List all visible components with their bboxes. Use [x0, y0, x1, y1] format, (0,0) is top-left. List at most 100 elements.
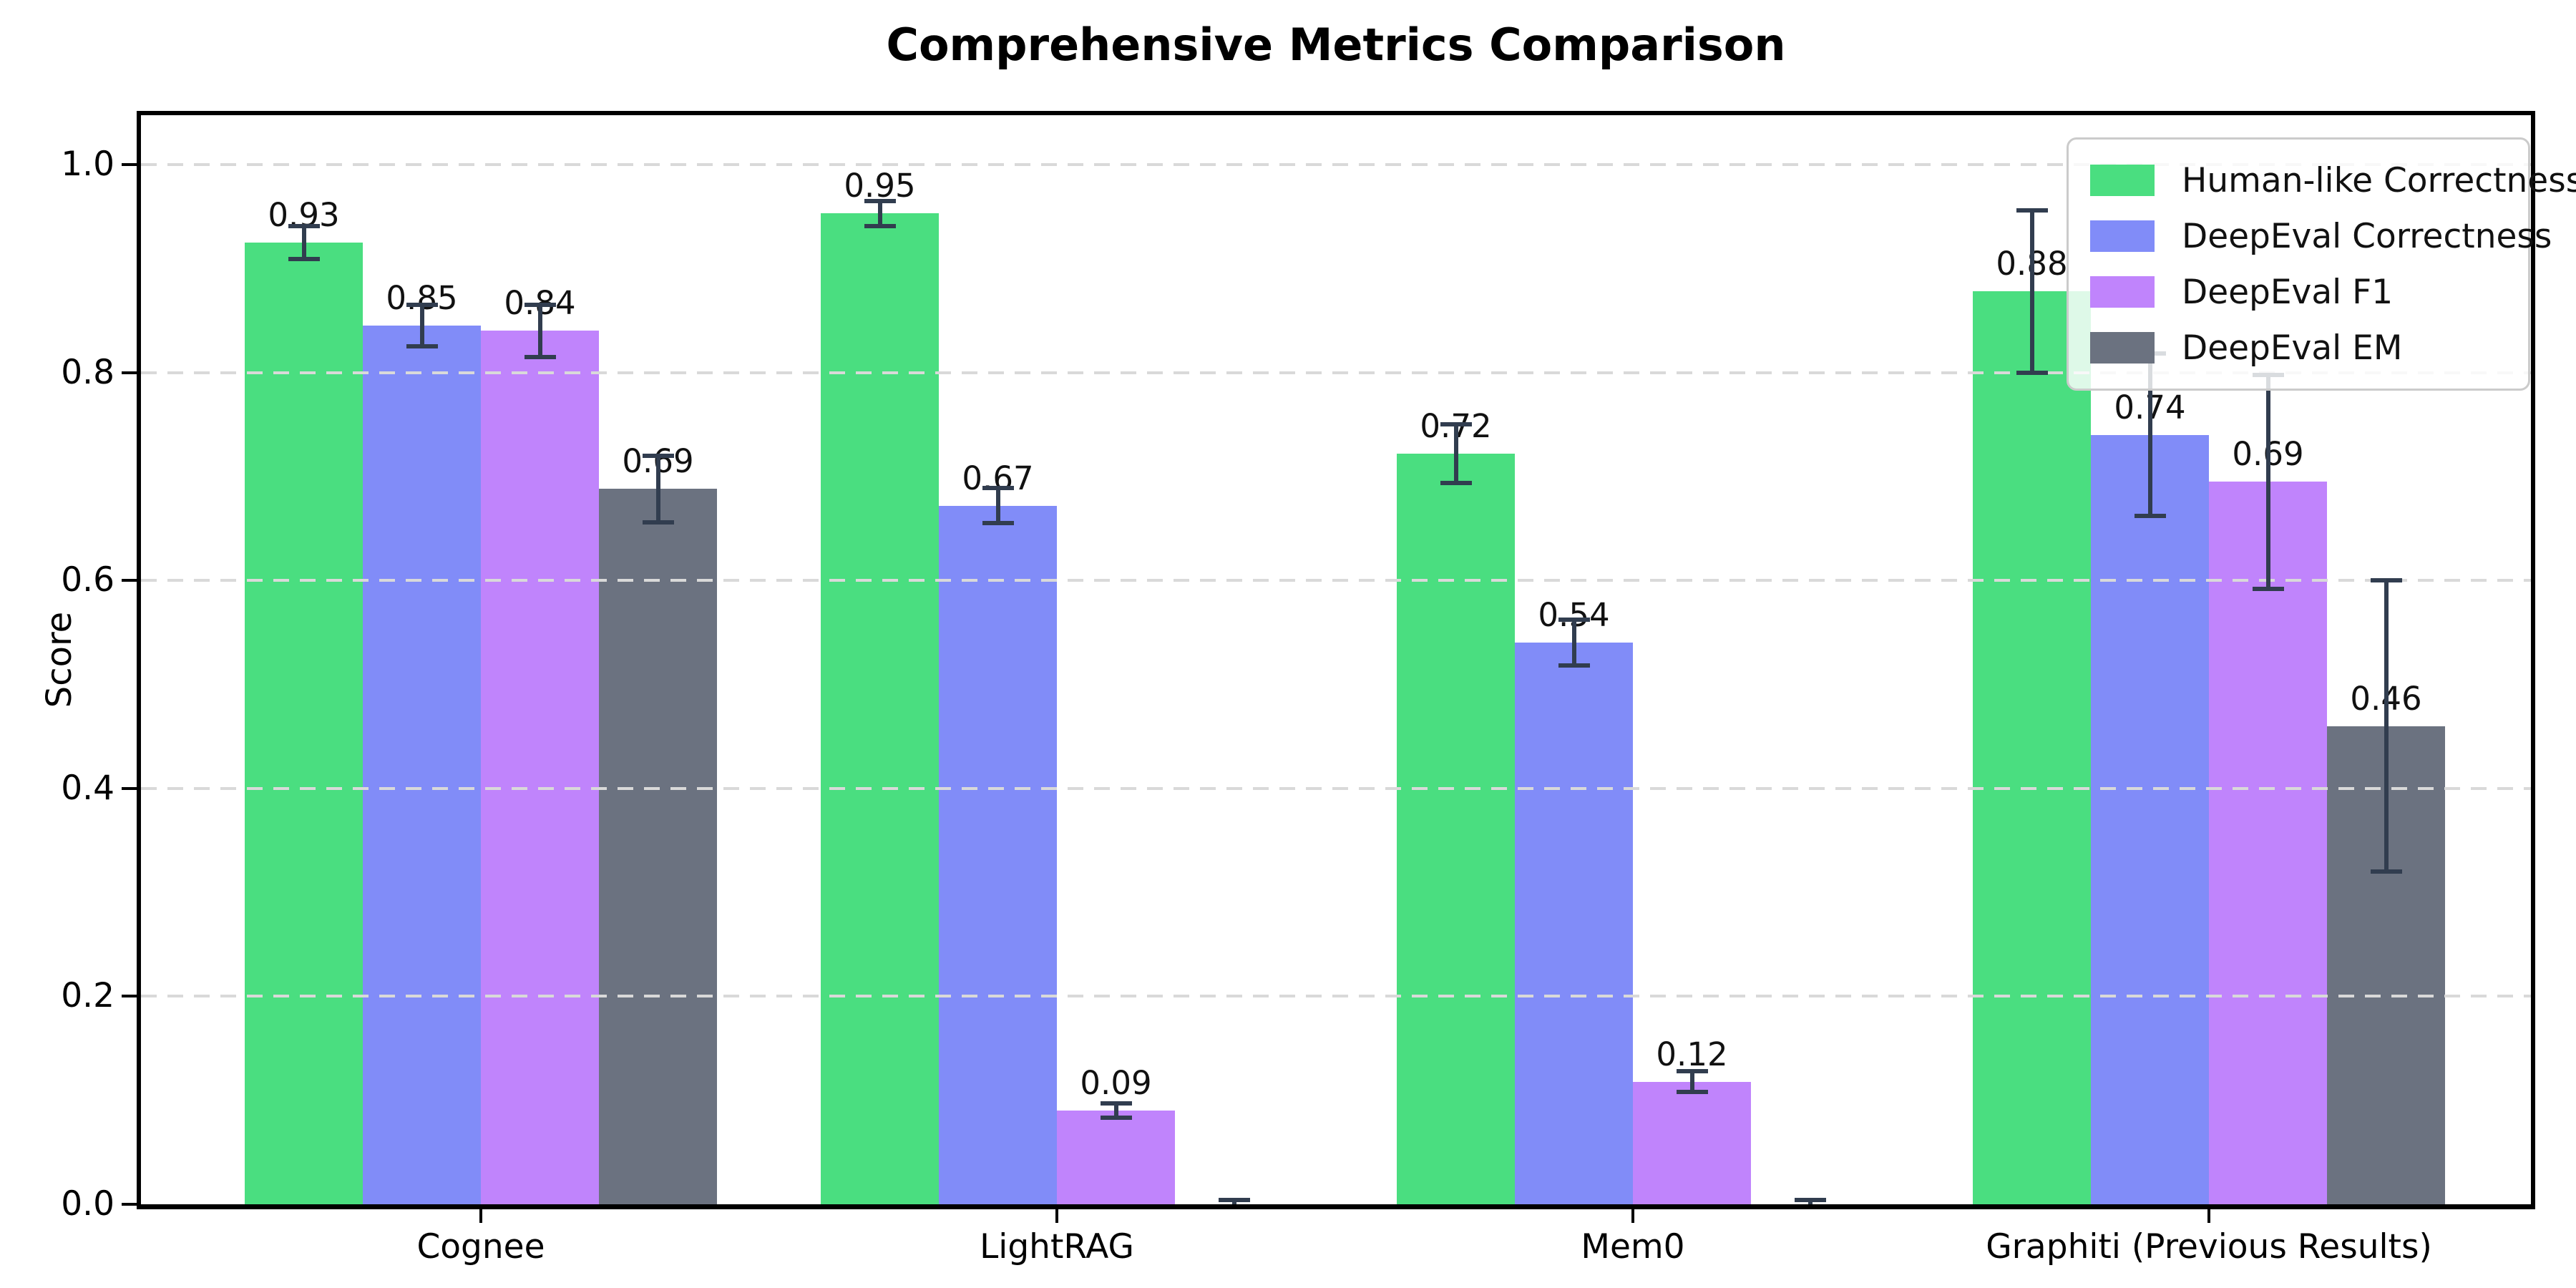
- error-bar: [995, 487, 1000, 524]
- error-bar-cap-bottom: [524, 354, 556, 359]
- y-tick-mark: [122, 163, 137, 166]
- x-tick-mark: [479, 1209, 482, 1223]
- chart-title: Comprehensive Metrics Comparison: [886, 19, 1786, 71]
- error-bar-cap-top: [406, 303, 438, 308]
- gridline-y-1.0: [141, 163, 2531, 166]
- gridline-y-0.6: [141, 579, 2531, 582]
- bar-LightRAG-Human-like Correctness: [821, 213, 939, 1204]
- y-tick-label: 0.4: [61, 768, 114, 808]
- legend-swatch-icon: [2090, 332, 2155, 364]
- y-tick-mark: [122, 1203, 137, 1206]
- gridline-y-0.2: [141, 995, 2531, 998]
- error-bar: [877, 200, 882, 226]
- legend-label: Human-like Correctness: [2182, 160, 2576, 200]
- x-tick-mark: [2207, 1209, 2210, 1223]
- error-bar: [1689, 1071, 1694, 1093]
- error-bar: [1453, 424, 1458, 483]
- error-bar: [419, 305, 424, 347]
- bar-Graphiti (Previous Results)-Human-like Correctness: [1973, 291, 2091, 1204]
- error-bar-cap-bottom: [2016, 370, 2048, 375]
- x-tick-label-2: Mem0: [1581, 1227, 1685, 1267]
- x-tick-label-0: Cognee: [416, 1227, 545, 1267]
- x-tick-mark: [1055, 1209, 1058, 1223]
- legend-label: DeepEval EM: [2182, 328, 2403, 368]
- error-bar-cap-bottom: [1100, 1116, 1132, 1121]
- bar-LightRAG-DeepEval F1: [1057, 1111, 1175, 1204]
- error-bar: [2147, 353, 2152, 517]
- y-axis-spine: [137, 111, 141, 1209]
- error-bar-cap-bottom: [642, 519, 674, 525]
- error-bar: [655, 455, 660, 522]
- bar-Cognee-DeepEval EM: [599, 489, 717, 1204]
- y-tick-label: 0.6: [61, 560, 114, 600]
- y-tick-label: 1.0: [61, 145, 114, 184]
- error-bar-cap-bottom: [1676, 1090, 1708, 1095]
- legend-label: DeepEval Correctness: [2182, 216, 2552, 256]
- y-tick-mark: [122, 371, 137, 374]
- error-bar-cap-top: [524, 303, 556, 308]
- error-bar-cap-bottom: [288, 257, 320, 262]
- gridline-y-0.4: [141, 786, 2531, 790]
- legend-swatch-icon: [2090, 165, 2155, 196]
- error-bar-cap-bottom: [406, 344, 438, 349]
- error-bar-cap-bottom: [1558, 663, 1590, 668]
- error-bar-cap-top: [864, 198, 896, 203]
- y-tick-mark: [122, 579, 137, 582]
- bar-Cognee-DeepEval Correctness: [363, 326, 481, 1204]
- y-tick-label: 0.8: [61, 352, 114, 392]
- error-bar-cap-bottom: [2252, 586, 2284, 591]
- bar-value-label: 0.09: [1080, 1064, 1152, 1103]
- x-tick-label-3: Graphiti (Previous Results): [1986, 1227, 2432, 1267]
- error-bar-cap-top: [1100, 1101, 1132, 1106]
- y-tick-mark: [122, 995, 137, 998]
- legend: Human-like Correctness DeepEval Correctne…: [2067, 137, 2576, 391]
- error-bar-cap-top: [1440, 422, 1472, 427]
- error-bar-cap-bottom: [1440, 480, 1472, 485]
- error-bar-cap-top: [288, 223, 320, 228]
- gridline-y-0.8: [141, 371, 2531, 374]
- error-bar-cap-top: [1794, 1198, 1826, 1203]
- bar-value-label: 0.95: [844, 167, 916, 205]
- bar-Mem0-DeepEval Correctness: [1515, 643, 1633, 1204]
- right-spine: [2531, 111, 2535, 1209]
- y-tick-label: 0.2: [61, 976, 114, 1016]
- error-bar-cap-bottom: [982, 521, 1014, 526]
- error-bar: [2265, 374, 2270, 589]
- top-spine: [137, 111, 2535, 115]
- error-bar: [1113, 1103, 1118, 1118]
- error-bar-cap-top: [982, 485, 1014, 490]
- bar-Graphiti (Previous Results)-DeepEval F1: [2209, 482, 2327, 1204]
- legend-item: DeepEval F1: [2090, 264, 2528, 320]
- error-bar: [2029, 210, 2034, 373]
- bar-Mem0-Human-like Correctness: [1397, 453, 1515, 1204]
- error-bar-cap-top: [1218, 1198, 1250, 1203]
- legend-item: DeepEval EM: [2090, 320, 2528, 376]
- error-bar-cap-top: [1558, 618, 1590, 623]
- error-bar-cap-top: [1676, 1069, 1708, 1074]
- bar-value-label: 0.12: [1656, 1035, 1728, 1073]
- error-bar-cap-top: [2370, 578, 2402, 583]
- error-bar-cap-bottom: [2370, 869, 2402, 874]
- x-tick-label-1: LightRAG: [980, 1227, 1134, 1267]
- legend-swatch-icon: [2090, 220, 2155, 252]
- error-bar-cap-bottom: [2134, 514, 2166, 519]
- y-tick-mark: [122, 786, 137, 790]
- bar-Mem0-DeepEval F1: [1633, 1081, 1751, 1204]
- legend-label: DeepEval F1: [2182, 272, 2394, 312]
- bar-Cognee-Human-like Correctness: [245, 242, 363, 1204]
- error-bar: [1571, 620, 1576, 666]
- error-bar: [2384, 580, 2389, 872]
- error-bar: [301, 225, 306, 260]
- legend-item: Human-like Correctness: [2090, 152, 2576, 208]
- error-bar-cap-top: [642, 453, 674, 458]
- error-bar-cap-bottom: [864, 223, 896, 228]
- bar-Graphiti (Previous Results)-DeepEval Correctness: [2091, 434, 2209, 1204]
- bar-LightRAG-DeepEval Correctness: [939, 505, 1057, 1204]
- error-bar-cap-top: [2016, 208, 2048, 213]
- y-tick-label: 0.0: [61, 1184, 114, 1224]
- legend-item: DeepEval Correctness: [2090, 208, 2552, 264]
- x-tick-mark: [1631, 1209, 1634, 1223]
- x-axis-spine: [137, 1204, 2535, 1209]
- legend-swatch-icon: [2090, 276, 2155, 308]
